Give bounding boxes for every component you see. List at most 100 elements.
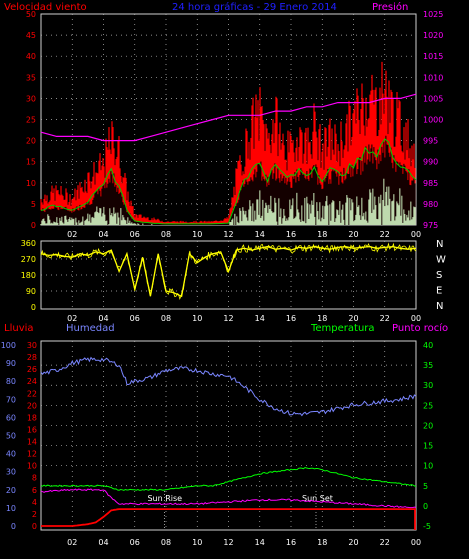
time-tick: 00 (411, 314, 421, 323)
time-tick: 04 (98, 538, 108, 547)
time-tick: 00 (411, 538, 421, 547)
direction-degree-tick: 270 (21, 255, 36, 264)
temperature-line (41, 466, 417, 491)
direction-series (40, 242, 417, 301)
wind-speed-tick: 35 (26, 73, 36, 82)
time-tick: 14 (255, 230, 265, 239)
direction-degree-tick: 90 (26, 287, 36, 296)
sunrise-label: Sun Rise (147, 494, 182, 503)
pressure-line (40, 93, 417, 142)
time-tick: 18 (317, 538, 327, 547)
time-tick: 08 (161, 538, 171, 547)
direction-compass-label: W (436, 255, 446, 266)
weather-panel-frame (40, 340, 417, 531)
wind-speed-tick: 10 (26, 179, 36, 188)
time-tick: 08 (161, 314, 171, 323)
time-tick: 06 (130, 230, 140, 239)
time-tick: 22 (380, 230, 390, 239)
direction-degree-tick: 360 (21, 239, 36, 248)
temperature-tick: 5 (423, 482, 428, 491)
time-tick: 12 (223, 230, 233, 239)
rain-tick: 2 (32, 510, 37, 519)
rain-tick: 18 (27, 413, 37, 422)
time-tick: 14 (255, 314, 265, 323)
humidity-tick: 90 (6, 359, 16, 368)
time-tick: 22 (380, 538, 390, 547)
direction-compass-label: N (436, 239, 443, 250)
temperature-tick: 25 (423, 401, 433, 410)
time-tick: 02 (67, 230, 77, 239)
time-tick: 12 (223, 314, 233, 323)
rain-tick: 30 (27, 341, 37, 350)
direction-compass-label: E (436, 286, 442, 297)
weather-time-axis: 02 04 06 08 10 12 14 16 18 20 22 00 (67, 538, 421, 547)
humidity-tick: 40 (6, 450, 16, 459)
humidity-line (40, 356, 417, 417)
pressure-tick: 1000 (423, 116, 443, 125)
rain-line (41, 508, 416, 527)
pressure-title: Presión (372, 1, 408, 13)
dewpoint-line (40, 488, 417, 509)
time-tick: 18 (317, 314, 327, 323)
time-tick: 20 (348, 230, 358, 239)
rain-tick: 24 (27, 377, 37, 386)
pressure-axis: 975 980 985 990 995 1000 1005 1010 1015 1020 1025 (423, 10, 443, 230)
wind-speed-tick: 40 (26, 52, 36, 61)
time-tick: 16 (286, 230, 296, 239)
wind-speed-title: Velocidad viento (4, 2, 87, 13)
rain-tick: 28 (27, 353, 37, 362)
time-tick: 04 (98, 230, 108, 239)
weather-panel: Sun Rise Sun Set 0102030405060708090100 … (1, 340, 433, 531)
direction-compass-label: S (436, 270, 442, 281)
wind-speed-tick: 20 (26, 137, 36, 146)
humidity-tick: 100 (1, 341, 16, 350)
pressure-tick: 1005 (423, 94, 443, 103)
temperature-tick: 35 (423, 361, 433, 370)
temperature-axis: -5 0 5 10 15 20 25 30 35 40 (423, 341, 433, 531)
rain-tick: 4 (32, 498, 37, 507)
direction-trace (40, 242, 417, 301)
humidity-label: Humedad (66, 323, 115, 334)
rain-tick: 20 (27, 401, 37, 410)
humidity-tick: 10 (6, 504, 16, 513)
time-tick: 10 (192, 538, 202, 547)
wind-series (40, 61, 417, 225)
wind-speed-tick: 30 (26, 94, 36, 103)
time-tick: 20 (348, 314, 358, 323)
time-tick: 16 (286, 314, 296, 323)
humidity-tick: 80 (6, 377, 16, 386)
direction-time-axis: 02 04 06 08 10 12 14 16 18 20 22 00 (67, 314, 421, 323)
humidity-axis: 0 10 20 30 40 50 60 70 80 90 100 (1, 341, 16, 531)
rain-tick: 8 (32, 474, 37, 483)
pressure-tick: 995 (423, 137, 438, 146)
direction-compass-label: N (436, 301, 443, 312)
rain-label: Lluvia (4, 323, 34, 334)
wind-time-axis: 02 04 06 08 10 12 14 16 18 20 22 00 (67, 230, 421, 239)
humidity-tick: 20 (6, 486, 16, 495)
temperature-tick: 15 (423, 442, 433, 451)
rain-tick: 6 (32, 486, 37, 495)
pressure-tick: 1025 (423, 10, 443, 19)
sunset-label: Sun Set (302, 494, 333, 503)
direction-line (40, 245, 417, 298)
temperature-tick: 0 (423, 502, 428, 511)
humidity-tick: 0 (11, 522, 16, 531)
pressure-tick: 1010 (423, 73, 443, 82)
time-tick: 16 (286, 538, 296, 547)
temperature-tick: -5 (423, 522, 431, 531)
time-tick: 08 (161, 230, 171, 239)
rain-tick: 0 (32, 522, 37, 531)
time-tick: 06 (130, 538, 140, 547)
pressure-tick: 1020 (423, 31, 443, 40)
wind-speed-tick: 25 (26, 116, 36, 125)
rain-tick: 26 (27, 365, 37, 374)
wind-speed-tick: 45 (26, 31, 36, 40)
direction-degree-tick: 0 (31, 303, 36, 312)
humidity-tick: 50 (6, 432, 16, 441)
rain-tick: 22 (27, 389, 37, 398)
